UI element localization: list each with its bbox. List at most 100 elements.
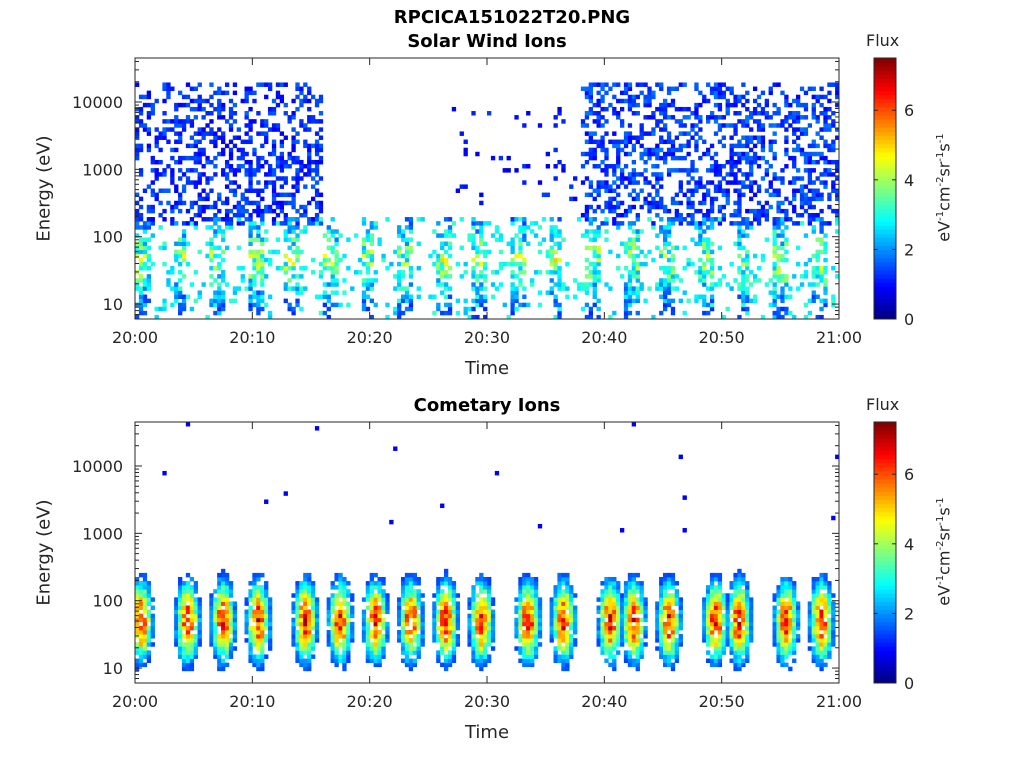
spectrogram-cell bbox=[573, 617, 578, 623]
spectrogram-cell bbox=[135, 151, 140, 157]
spectrogram-cell bbox=[295, 638, 300, 643]
spectrogram-cell bbox=[702, 609, 707, 615]
spectrogram-cell bbox=[299, 306, 304, 312]
spectrogram-cell bbox=[311, 270, 316, 275]
spectrogram-cell bbox=[815, 249, 820, 255]
spectrogram-cell bbox=[631, 180, 637, 185]
spectrogram-cell bbox=[706, 168, 711, 173]
spectrogram-cell bbox=[631, 650, 637, 655]
spectrogram-cell bbox=[674, 593, 680, 598]
spectrogram-cell bbox=[412, 621, 417, 627]
spectrogram-cell bbox=[299, 168, 304, 173]
spectrogram-cell bbox=[690, 168, 695, 173]
spectrogram-cell bbox=[659, 265, 664, 271]
spectrogram-cell bbox=[221, 642, 226, 647]
solar-wind-panel: 20:00 20:10 20:20 20:30 20:40 20:50 21:0010100… bbox=[72, 57, 914, 347]
spectrogram-cell bbox=[780, 176, 785, 181]
spectrogram-cell bbox=[678, 634, 683, 639]
spectrogram-cell bbox=[244, 172, 249, 177]
spectrogram-cell bbox=[612, 111, 617, 116]
spectrogram-cell bbox=[709, 576, 715, 582]
spectrogram-cell bbox=[287, 265, 292, 271]
spectrogram-cell bbox=[506, 314, 511, 320]
spectrogram-cell bbox=[221, 662, 226, 668]
spectrogram-cell bbox=[400, 609, 406, 615]
spectrogram-cell bbox=[397, 609, 402, 615]
spectrogram-cell bbox=[217, 229, 222, 234]
spectrogram-cell bbox=[170, 86, 175, 92]
spectrogram-cell bbox=[248, 646, 253, 651]
spectrogram-cell bbox=[209, 613, 214, 619]
spectrogram-cell bbox=[248, 90, 253, 96]
spectrogram-cell bbox=[361, 249, 367, 255]
spectrogram-cell bbox=[150, 204, 155, 210]
spectrogram-cell bbox=[522, 646, 527, 651]
spectrogram-cell bbox=[217, 282, 222, 287]
spectrogram-cell bbox=[737, 168, 742, 173]
spectrogram-cell bbox=[608, 597, 613, 602]
spectrogram-cell bbox=[174, 249, 179, 255]
spectrogram-cell bbox=[537, 123, 543, 128]
spectrogram-cell bbox=[432, 634, 437, 639]
spectrogram-cell bbox=[361, 613, 367, 619]
spectrogram-cell bbox=[526, 650, 531, 655]
spectrogram-cell bbox=[483, 274, 488, 279]
spectrogram-cell bbox=[185, 180, 191, 185]
spectrogram-cell bbox=[663, 597, 668, 602]
spectrogram-cell bbox=[811, 168, 816, 173]
spectrogram-cell bbox=[702, 249, 707, 255]
spectrogram-cell bbox=[678, 143, 683, 149]
spectrogram-cell bbox=[420, 593, 425, 598]
spectrogram-cell bbox=[819, 94, 824, 100]
spectrogram-cell bbox=[479, 576, 484, 582]
spectrogram-cell bbox=[260, 585, 265, 590]
spectrogram-cell bbox=[307, 143, 312, 149]
spectrogram-cell bbox=[228, 168, 234, 173]
spectrogram-cell bbox=[666, 90, 672, 96]
spectrogram-cell bbox=[334, 265, 339, 271]
spectrogram-cell bbox=[397, 617, 402, 623]
spectrogram-cell bbox=[608, 593, 613, 598]
spectrogram-cell bbox=[287, 278, 292, 283]
spectrogram-cell bbox=[592, 237, 597, 242]
spectrogram-cell bbox=[346, 302, 351, 308]
spectrogram-cell bbox=[702, 601, 707, 606]
spectrogram-cell bbox=[404, 581, 410, 586]
spectrogram-cell bbox=[514, 253, 519, 259]
spectrogram-cell bbox=[228, 589, 234, 594]
spectrogram-cell bbox=[318, 176, 324, 181]
spectrogram-cell bbox=[490, 634, 496, 639]
spectrogram-cell bbox=[185, 609, 191, 615]
spectrogram-cell bbox=[475, 613, 480, 619]
spectrogram-cell bbox=[283, 135, 288, 140]
spectrogram-cell bbox=[522, 662, 527, 668]
spectrogram-cell bbox=[170, 265, 175, 271]
spectrogram-cell bbox=[639, 143, 644, 149]
spectrogram-cell bbox=[291, 249, 296, 255]
spectrogram-cell bbox=[795, 119, 801, 124]
spectrogram-cell bbox=[549, 290, 554, 295]
spectrogram-cell bbox=[307, 90, 312, 96]
spectrogram-cell bbox=[400, 646, 406, 651]
spectrogram-cell bbox=[209, 204, 214, 210]
spectrogram-cell bbox=[256, 270, 261, 275]
spectrogram-cell bbox=[185, 208, 191, 214]
spectrogram-cell bbox=[318, 135, 324, 140]
spectrogram-cell bbox=[303, 208, 308, 214]
spectrogram-cell bbox=[252, 237, 257, 242]
spectrogram-cell bbox=[408, 662, 414, 668]
spectrogram-cell bbox=[674, 119, 680, 124]
spectrogram-cell bbox=[592, 82, 597, 87]
spectrogram-cell bbox=[279, 221, 285, 226]
spectrogram-cell bbox=[651, 196, 656, 202]
spectrogram-cell bbox=[447, 650, 453, 655]
spectrogram-cell bbox=[487, 249, 492, 255]
spectrogram-cell bbox=[631, 662, 637, 668]
spectrogram-cell bbox=[553, 613, 558, 619]
spectrogram-cell bbox=[713, 184, 719, 189]
spectrogram-cell bbox=[483, 654, 488, 659]
spectrogram-cell bbox=[619, 609, 625, 615]
spectrogram-cell bbox=[146, 634, 152, 639]
spectrogram-cell bbox=[612, 658, 617, 664]
spectrogram-cell bbox=[236, 221, 241, 226]
